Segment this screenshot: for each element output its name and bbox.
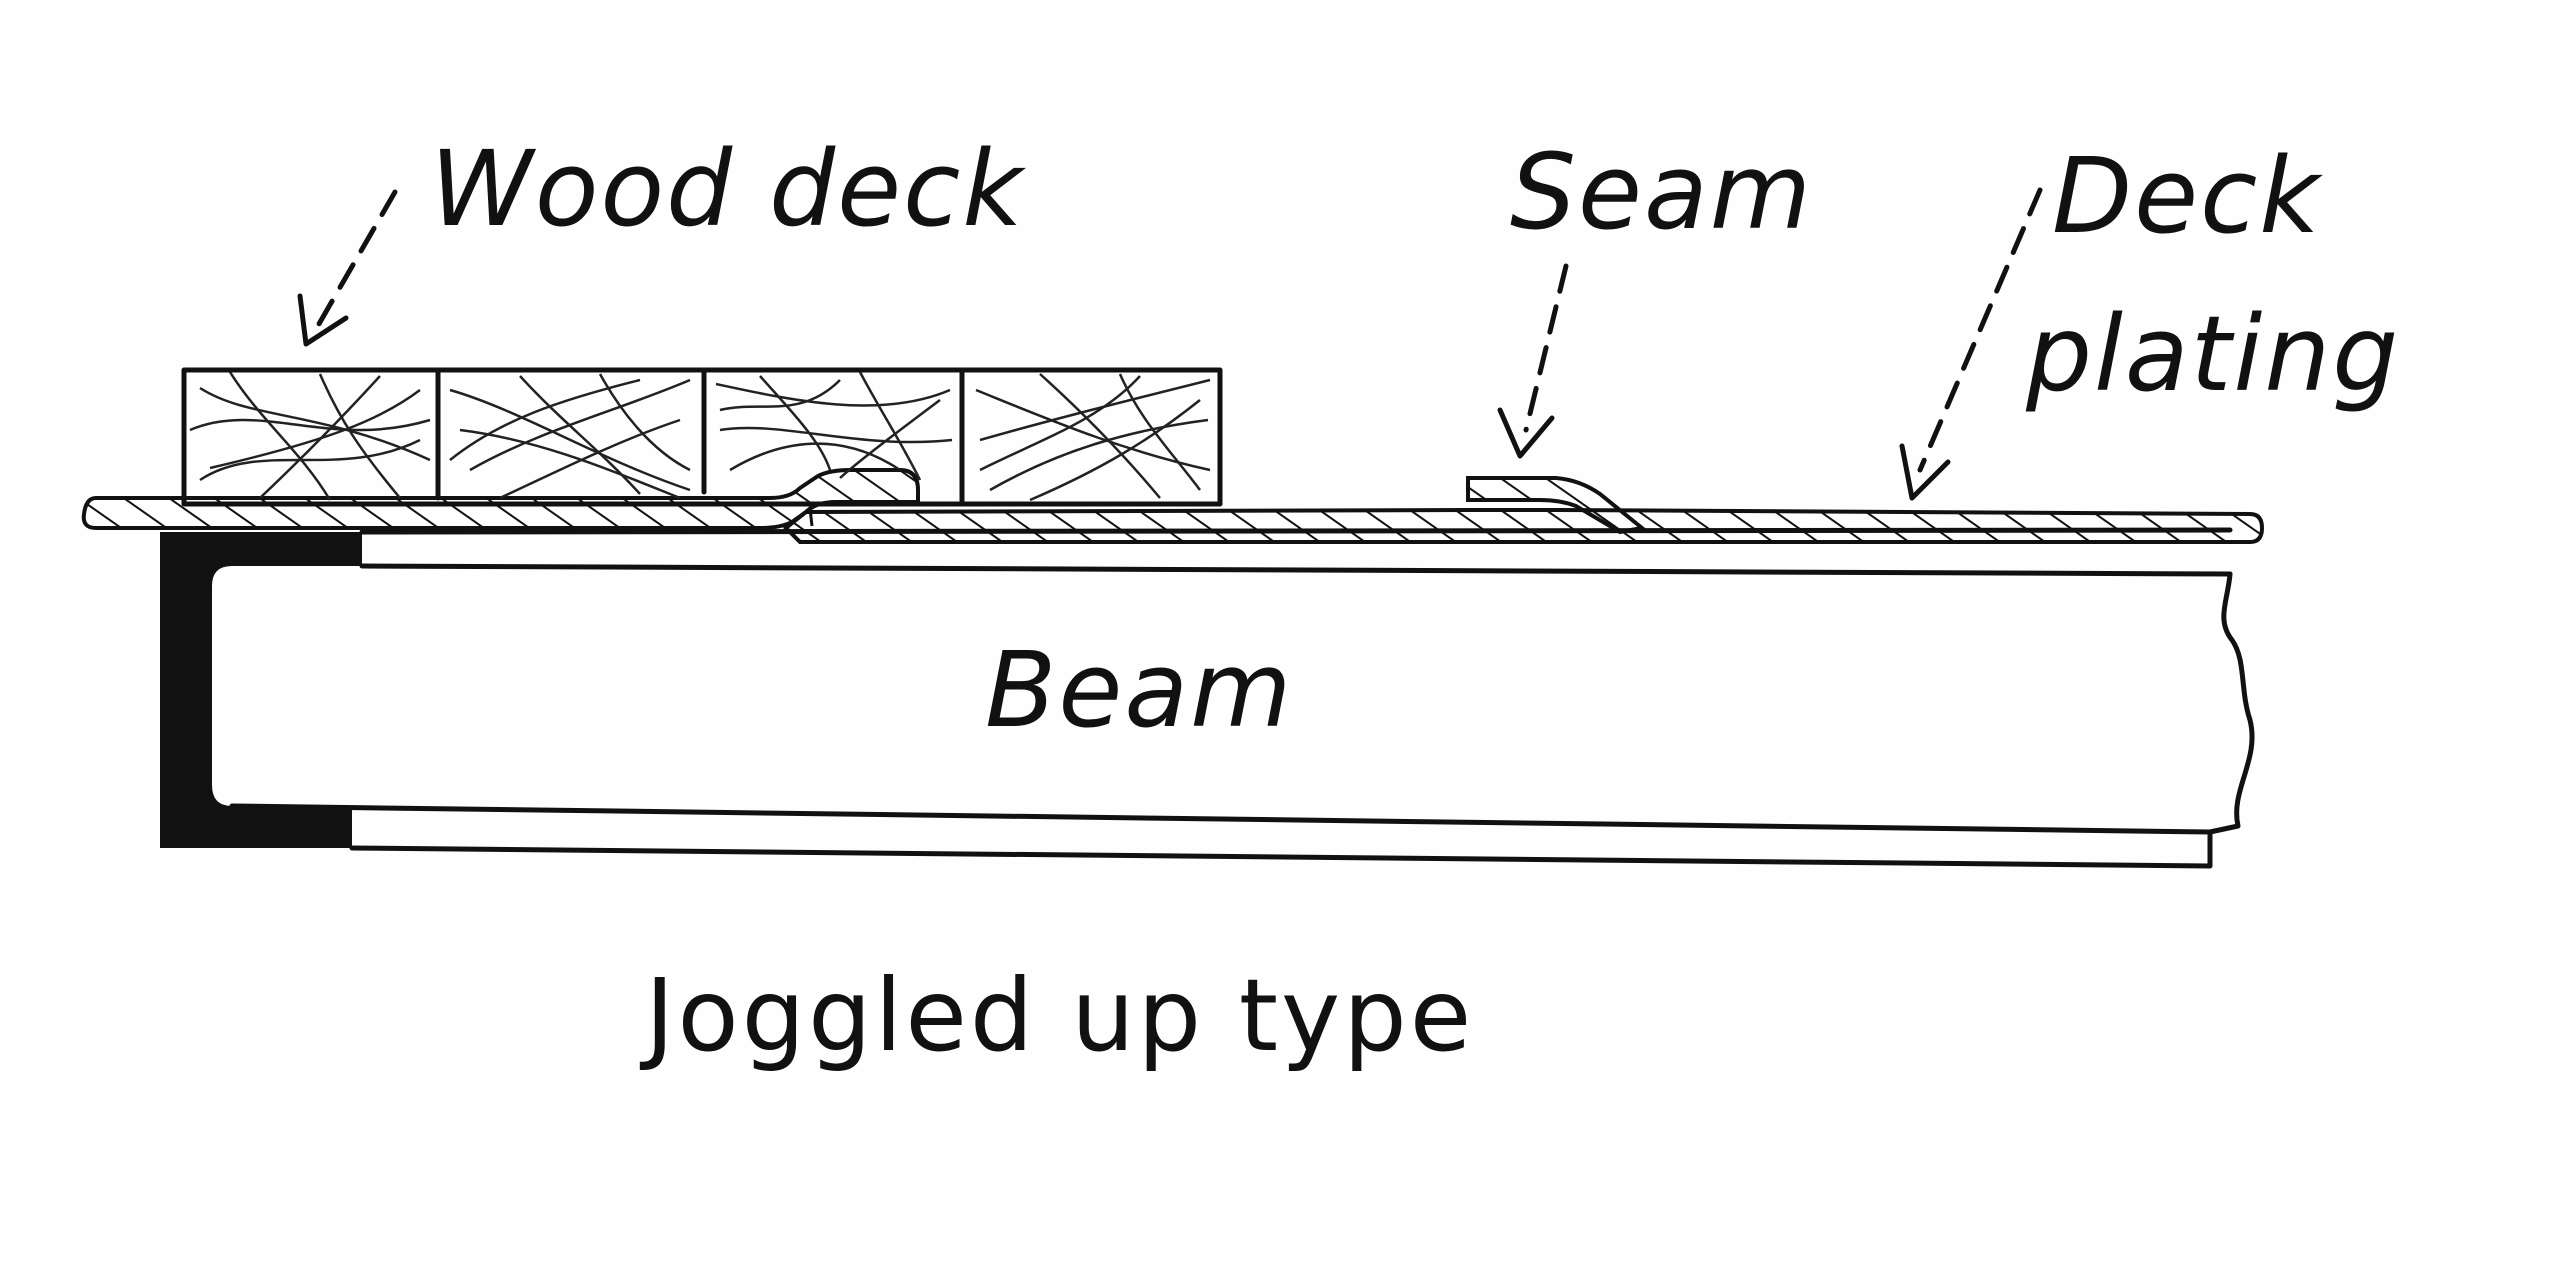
deck-plating-leader — [1917, 187, 2043, 473]
wood-deck-label: Wood deck — [430, 128, 1026, 250]
seam-arrowhead — [1497, 407, 1555, 459]
beam: Beam — [160, 527, 2255, 869]
wood-deck-leader — [309, 189, 398, 339]
plank-2-grain — [449, 373, 691, 500]
seam-label: Seam — [1510, 131, 1813, 253]
seam-strap — [1466, 476, 1647, 535]
seam-callout: Seam — [1497, 131, 1813, 459]
plank-4-grain — [975, 373, 1211, 502]
deck-plating-label-line1: Deck — [2052, 135, 2323, 257]
beam-break-line — [2207, 571, 2255, 835]
beam-flange-end — [160, 532, 362, 848]
plank-3-grain — [715, 371, 953, 481]
joggle-web — [800, 504, 814, 527]
beam-label: Beam — [985, 629, 1293, 751]
wood-deck — [181, 367, 1223, 507]
deck-plating — [81, 468, 2265, 544]
deck-plate-main — [783, 508, 2265, 544]
deck-plating-label-line2: plating — [2025, 293, 2400, 415]
seam-leader — [1523, 263, 1569, 433]
beam-bottom-flange — [229, 803, 2213, 869]
diagram-caption: Joggled up type — [639, 957, 1474, 1074]
deck-plate-left — [81, 468, 920, 530]
wood-deck-arrowhead — [297, 293, 349, 347]
deck-plating-callout: Deck plating — [1899, 135, 2400, 501]
plank-1-grain — [189, 371, 431, 501]
deck-plating-arrowhead — [1899, 443, 1951, 501]
wood-deck-callout: Wood deck — [297, 128, 1026, 347]
